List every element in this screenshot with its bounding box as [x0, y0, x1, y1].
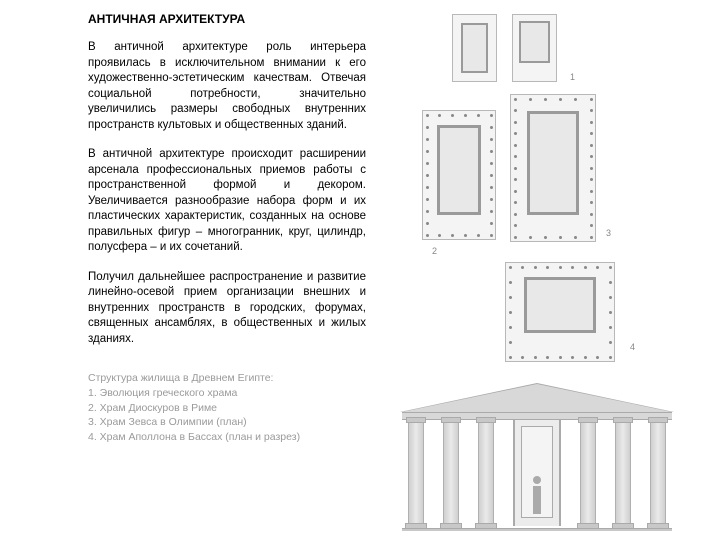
- temple-roof: [402, 384, 672, 420]
- page-title: АНТИЧНАЯ АРХИТЕКТУРА: [88, 12, 366, 26]
- caption-item-1: 1. Эволюция греческого храма: [88, 386, 366, 401]
- colonnade: [402, 420, 672, 526]
- plan-label-4: 4: [630, 342, 635, 352]
- figure-caption: Структура жилища в Древнем Египте: 1. Эв…: [88, 371, 366, 444]
- column-5: [615, 420, 631, 526]
- paragraph-3: Получил дальнейшее распространение и раз…: [88, 270, 366, 348]
- plan-4-cella: [524, 277, 596, 333]
- statue-icon: [531, 476, 543, 516]
- doorway: [513, 420, 561, 526]
- plan-2-cella: [437, 125, 481, 215]
- caption-item-4: 4. Храм Аполлона в Бассах (план и разрез…: [88, 430, 366, 445]
- plan-4: [505, 262, 615, 362]
- column-1: [408, 420, 424, 526]
- paragraph-1: В античной архитектуре роль интерьера пр…: [88, 40, 366, 133]
- caption-item-3: 3. Храм Зевса в Олимпии (план): [88, 415, 366, 430]
- plan-3: [510, 94, 596, 242]
- gable: [402, 384, 672, 412]
- caption-heading: Структура жилища в Древнем Египте:: [88, 371, 366, 386]
- plan-1a-cella: [461, 23, 488, 73]
- plan-1b: [512, 14, 557, 82]
- stylobate: [402, 528, 672, 531]
- plan-3-cella: [527, 111, 579, 215]
- plan-1b-cella: [519, 21, 550, 63]
- plan-label-2: 2: [432, 246, 437, 256]
- plan-2: [422, 110, 496, 240]
- column-3: [478, 420, 494, 526]
- document-page: АНТИЧНАЯ АРХИТЕКТУРА В античной архитект…: [0, 0, 720, 540]
- plan-1a: [452, 14, 497, 82]
- plan-label-1: 1: [570, 72, 575, 82]
- column-4: [580, 420, 596, 526]
- column-2: [443, 420, 459, 526]
- caption-item-2: 2. Храм Диоскуров в Риме: [88, 401, 366, 416]
- paragraph-2: В античной архитектуре происходит расшир…: [88, 147, 366, 256]
- column-6: [650, 420, 666, 526]
- plan-label-3: 3: [606, 228, 611, 238]
- text-column: АНТИЧНАЯ АРХИТЕКТУРА В античной архитект…: [0, 12, 380, 540]
- temple-section: [402, 384, 672, 534]
- figure-column: 1 2 3 4: [380, 12, 720, 540]
